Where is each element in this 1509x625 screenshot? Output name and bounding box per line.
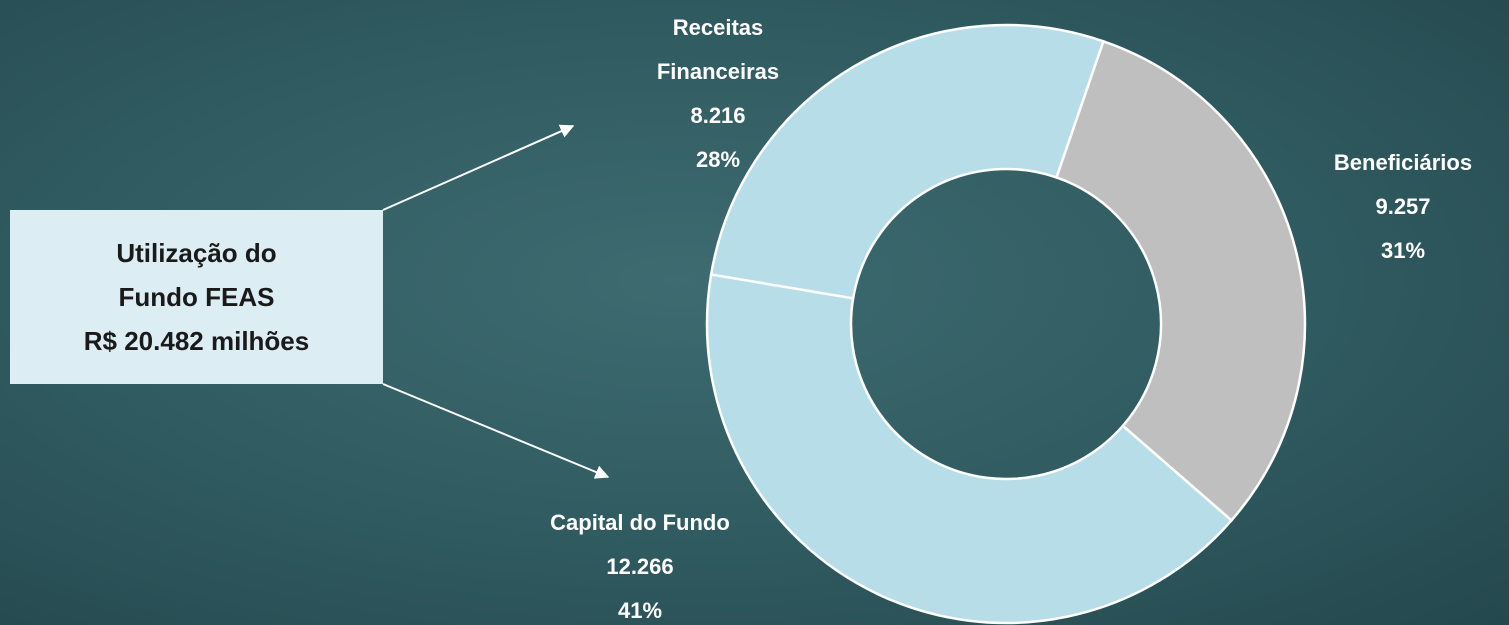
slice: [709, 23, 1105, 300]
value-label: 12.266: [606, 554, 674, 579]
arrow: [382, 124, 575, 211]
slice: [1054, 39, 1307, 523]
data-label: Beneficiários 9.257 31%: [1293, 141, 1509, 273]
percent-label: 31%: [1380, 238, 1426, 263]
category-label: Receitas Financeiras: [656, 15, 780, 84]
annotation-line: Utilização do: [116, 238, 277, 268]
percent-label: 41%: [617, 598, 663, 623]
data-label: Capital do Fundo 12.266 41%: [500, 501, 780, 625]
percent-label: 28%: [695, 147, 741, 172]
value-label: 9.257: [1375, 194, 1431, 219]
value-label: 8.216: [690, 103, 746, 128]
category-label: Capital do Fundo: [550, 510, 730, 535]
slice: [705, 272, 1234, 625]
annotation-line: Fundo FEAS: [118, 282, 275, 312]
data-label: Receitas Financeiras 8.216 28%: [628, 6, 808, 182]
annotation-box: Utilização do Fundo FEAS R$ 20.482 milhõ…: [10, 210, 383, 384]
annotation-line: R$ 20.482 milhões: [83, 326, 310, 356]
arrow: [382, 383, 610, 479]
category-label: Beneficiários: [1333, 150, 1473, 175]
